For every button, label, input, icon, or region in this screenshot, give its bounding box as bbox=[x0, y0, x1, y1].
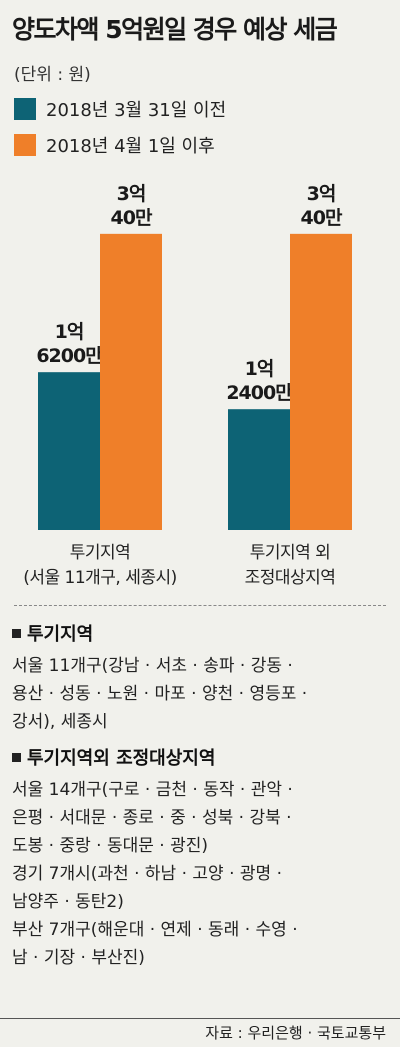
note-line: 도봉 · 중랑 · 동대문 · 광진) bbox=[12, 836, 209, 856]
note-body-adjustment-zone: 서울 14개구(구로 · 금천 · 동작 · 관악 · 은평 · 서대문 · 종… bbox=[12, 776, 392, 972]
data-label: 40만 bbox=[111, 207, 153, 229]
note-line: 부산 7개구(해운대 · 연제 · 동래 · 수영 · bbox=[12, 920, 298, 940]
source-note: 자료 : 우리은행 · 국토교통부 bbox=[205, 1024, 386, 1042]
data-label: 40만 bbox=[301, 207, 343, 229]
category-label: (서울 11개구, 세종시) bbox=[23, 568, 177, 588]
note-line: 강서), 세종시 bbox=[12, 712, 108, 732]
bar bbox=[228, 409, 290, 530]
data-label: 2400만 bbox=[226, 382, 293, 404]
legend-label-after: 2018년 4월 1일 이후 bbox=[46, 136, 215, 157]
legend-label-before: 2018년 3월 31일 이전 bbox=[46, 100, 227, 121]
note-line: 남 · 기장 · 부산진) bbox=[12, 948, 145, 968]
category-label: 투기지역 bbox=[70, 543, 131, 563]
legend-item-after: 2018년 4월 1일 이후 bbox=[14, 132, 215, 158]
notes-section: 투기지역 서울 11개구(강남 · 서초 · 송파 · 강동 · 용산 · 성동… bbox=[12, 620, 392, 980]
note-title-adjustment-zone: 투기지역외 조정대상지역 bbox=[12, 744, 392, 770]
note-line: 남양주 · 동탄2) bbox=[12, 892, 124, 912]
note-line: 서울 14개구(구로 · 금천 · 동작 · 관악 · bbox=[12, 780, 293, 800]
data-label: 3억 bbox=[307, 183, 336, 205]
bullet-icon bbox=[12, 628, 21, 638]
note-line: 경기 7개시(과천 · 하남 · 고양 · 광명 · bbox=[12, 864, 282, 884]
data-label: 3억 bbox=[117, 183, 146, 205]
note-line: 용산 · 성동 · 노원 · 마포 · 양천 · 영등포 · bbox=[12, 684, 308, 704]
bar bbox=[100, 233, 162, 530]
divider bbox=[14, 605, 386, 606]
note-line: 은평 · 서대문 · 종로 · 중 · 성북 · 강북 · bbox=[12, 808, 292, 828]
unit-label: (단위 : 원) bbox=[14, 65, 91, 85]
data-label: 6200만 bbox=[36, 345, 103, 367]
note-title-speculation-zone: 투기지역 bbox=[12, 620, 392, 646]
legend-swatch-before bbox=[14, 98, 36, 120]
category-label: 투기지역 외 bbox=[250, 543, 331, 563]
chart-title: 양도차액 5억원일 경우 예상 세금 bbox=[12, 15, 338, 44]
footer-divider bbox=[0, 1018, 400, 1019]
bullet-icon bbox=[12, 752, 21, 762]
legend-item-before: 2018년 3월 31일 이전 bbox=[14, 96, 226, 122]
note-line: 서울 11개구(강남 · 서초 · 송파 · 강동 · bbox=[12, 656, 293, 676]
data-label: 1억 bbox=[55, 321, 84, 343]
bar bbox=[38, 372, 100, 530]
data-label: 1억 bbox=[245, 358, 274, 380]
legend-swatch-after bbox=[14, 134, 36, 156]
bar bbox=[290, 233, 352, 530]
note-body-speculation-zone: 서울 11개구(강남 · 서초 · 송파 · 강동 · 용산 · 성동 · 노원… bbox=[12, 652, 392, 736]
category-label: 조정대상지역 bbox=[245, 568, 336, 588]
